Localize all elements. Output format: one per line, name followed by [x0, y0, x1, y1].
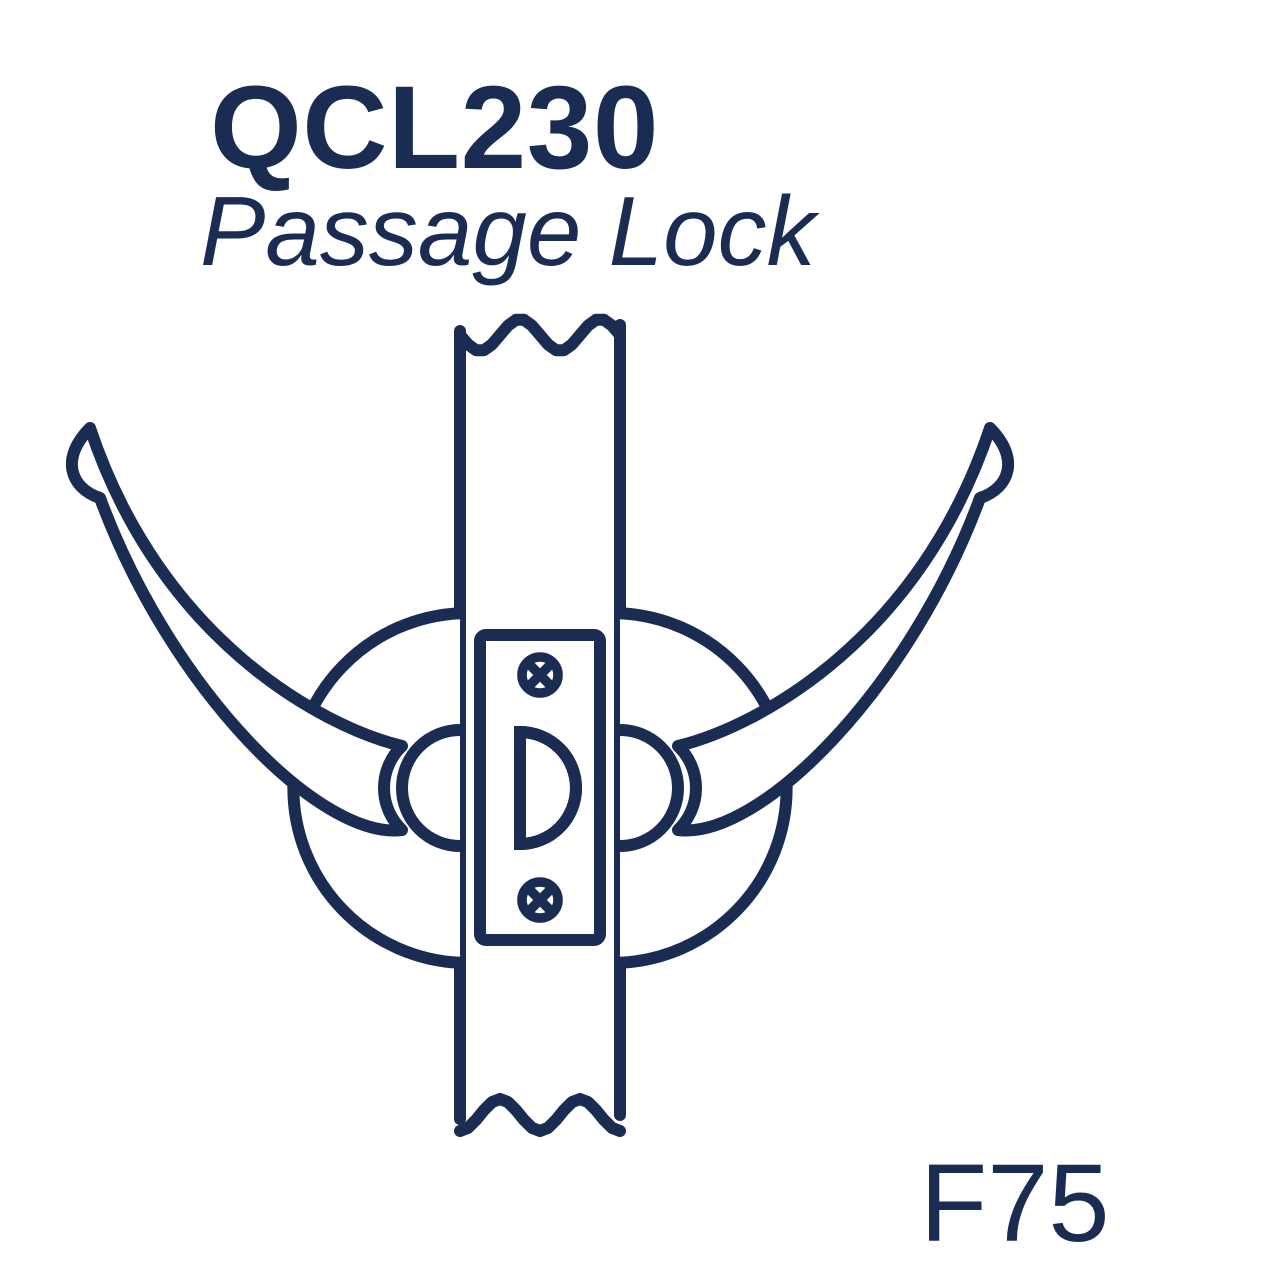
lock-diagram: [0, 0, 1280, 1280]
diagram-page: QCL230 Passage Lock F75: [0, 0, 1280, 1280]
